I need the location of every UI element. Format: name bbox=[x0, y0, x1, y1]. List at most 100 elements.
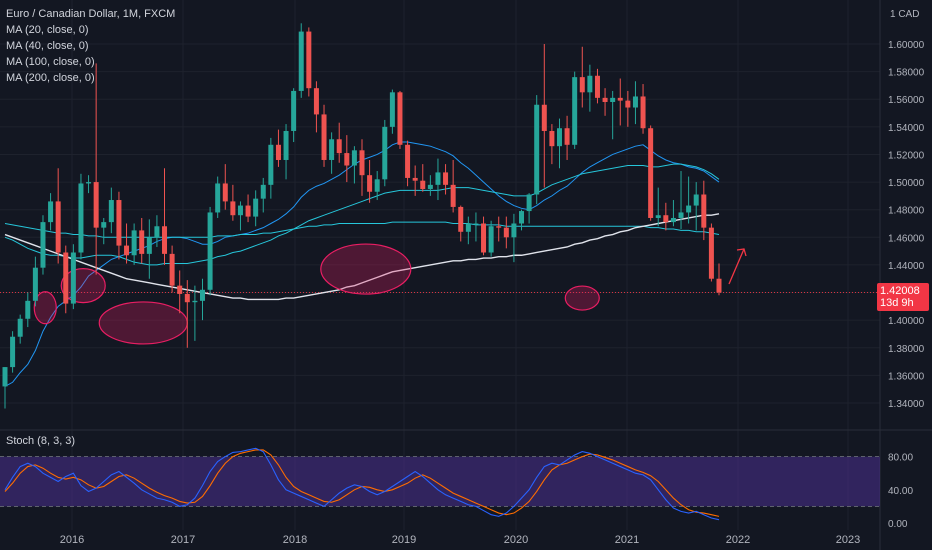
candle-body bbox=[245, 205, 251, 217]
candle-body bbox=[283, 130, 289, 160]
price-axis[interactable]: 1.60000 1.58000 1.56000 1.54000 1.52000 1.500… bbox=[888, 9, 925, 410]
candle-body bbox=[260, 184, 266, 199]
candle bbox=[435, 158, 441, 201]
candle bbox=[321, 104, 327, 167]
candle-body bbox=[556, 128, 562, 147]
candle bbox=[207, 206, 213, 296]
candle-body bbox=[405, 144, 411, 178]
candle bbox=[458, 205, 464, 242]
candle bbox=[519, 209, 525, 231]
candle-body bbox=[25, 300, 31, 319]
symbol-title[interactable]: Euro / Canadian Dollar, 1M, FXCM bbox=[6, 8, 176, 20]
candle-body bbox=[10, 336, 16, 368]
candle-body bbox=[625, 100, 631, 108]
candle bbox=[268, 137, 274, 199]
candle-body bbox=[207, 212, 213, 290]
candle bbox=[708, 223, 714, 282]
candle bbox=[306, 27, 312, 97]
candle bbox=[534, 95, 540, 205]
candle bbox=[291, 88, 297, 143]
candle-body bbox=[503, 227, 509, 238]
stoch-label[interactable]: Stoch (8, 3, 3) bbox=[6, 435, 76, 447]
highlight-ellipse bbox=[33, 291, 57, 325]
candle bbox=[686, 176, 692, 224]
candle-body bbox=[298, 31, 304, 91]
candle bbox=[139, 217, 145, 264]
x-tick-label: 2019 bbox=[392, 534, 416, 546]
candle-body bbox=[374, 179, 380, 192]
candle-body bbox=[116, 200, 122, 246]
candle-body bbox=[40, 222, 46, 268]
stochastic-pane: 80.00 40.00 0.00 bbox=[0, 429, 932, 530]
candle-body bbox=[329, 139, 335, 160]
y-tick-label: 1.50000 bbox=[888, 178, 925, 189]
candle-body bbox=[48, 201, 54, 223]
arrow-icon bbox=[728, 248, 745, 285]
candle bbox=[450, 159, 456, 213]
candle bbox=[351, 146, 357, 184]
candle-body bbox=[412, 177, 418, 181]
ma-100-label[interactable]: MA (100, close, 0) bbox=[6, 56, 95, 68]
candle bbox=[465, 216, 471, 245]
candle bbox=[526, 193, 532, 224]
x-tick-label: 2016 bbox=[60, 534, 84, 546]
candle-body bbox=[78, 183, 84, 253]
candle bbox=[397, 90, 403, 149]
candle-body bbox=[701, 194, 707, 228]
candle bbox=[25, 292, 31, 328]
candle-body bbox=[549, 130, 555, 147]
main-grid bbox=[0, 0, 881, 550]
candle-body bbox=[63, 252, 69, 304]
candle-body bbox=[708, 227, 714, 279]
last-price-badge: 1.42008 13d 9h bbox=[877, 283, 929, 311]
y-tick-label: 1.36000 bbox=[888, 371, 925, 382]
candle-body bbox=[670, 217, 676, 223]
candle bbox=[32, 256, 38, 307]
ma-line-3 bbox=[4, 221, 720, 238]
candle bbox=[420, 164, 426, 192]
y-tick-label: 1.44000 bbox=[888, 261, 925, 272]
candle bbox=[10, 331, 16, 373]
y-tick-label: 1.34000 bbox=[888, 399, 925, 410]
candle bbox=[556, 118, 562, 169]
candle bbox=[427, 175, 433, 196]
y-tick-label: 1.38000 bbox=[888, 344, 925, 355]
candle-body bbox=[184, 293, 190, 303]
y-tick-label: 1.48000 bbox=[888, 206, 925, 217]
candle bbox=[329, 132, 335, 174]
candle bbox=[481, 216, 487, 256]
highlight-ellipse bbox=[320, 243, 412, 295]
candle-body bbox=[222, 183, 228, 202]
candle-body bbox=[648, 128, 654, 218]
candle-body bbox=[594, 75, 600, 98]
candle-body bbox=[610, 97, 616, 102]
candle bbox=[610, 90, 616, 140]
time-axis[interactable]: 2016 2017 2018 2019 2020 2021 2022 2023 bbox=[60, 534, 860, 546]
candle-body bbox=[336, 139, 342, 154]
candle bbox=[632, 81, 638, 125]
candle-body bbox=[655, 215, 661, 218]
y-tick-label: 1.58000 bbox=[888, 68, 925, 79]
ma-40-label[interactable]: MA (40, close, 0) bbox=[6, 40, 89, 52]
candle bbox=[405, 140, 411, 187]
y-tick-label: 1.52000 bbox=[888, 150, 925, 161]
candle-body bbox=[192, 300, 198, 303]
candle-body bbox=[131, 230, 137, 256]
ma-200-label[interactable]: MA (200, close, 0) bbox=[6, 72, 95, 84]
candle bbox=[70, 244, 76, 310]
ma-20-label[interactable]: MA (20, close, 0) bbox=[6, 24, 89, 36]
candle bbox=[541, 44, 547, 188]
candle-body bbox=[541, 104, 547, 131]
candle bbox=[245, 194, 251, 223]
highlight-ellipse bbox=[564, 285, 600, 311]
candle bbox=[617, 78, 623, 126]
candle bbox=[124, 223, 130, 264]
candle-body bbox=[199, 289, 205, 301]
candle bbox=[336, 122, 342, 163]
candle-body bbox=[70, 252, 76, 304]
candle-body bbox=[351, 150, 357, 166]
candle bbox=[199, 278, 205, 321]
candle bbox=[374, 171, 380, 201]
candle bbox=[496, 216, 502, 242]
